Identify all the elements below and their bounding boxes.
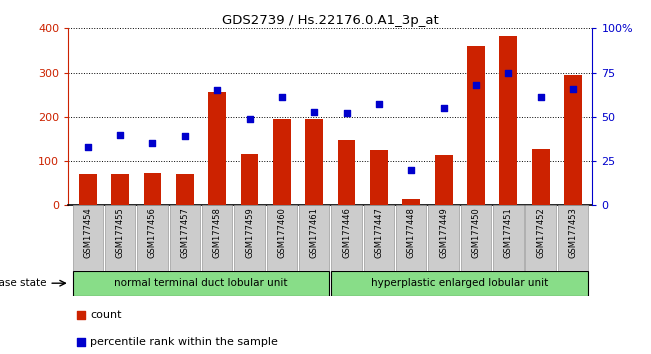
Bar — [493, 205, 523, 271]
Bar — [234, 205, 265, 271]
Bar — [364, 205, 394, 271]
Bar — [79, 175, 96, 205]
Point — [471, 82, 481, 88]
Bar — [267, 205, 297, 271]
Text: GSM177453: GSM177453 — [568, 207, 577, 258]
Text: GSM177447: GSM177447 — [374, 207, 383, 258]
Point — [535, 95, 546, 100]
Bar — [72, 205, 103, 271]
Text: percentile rank within the sample: percentile rank within the sample — [90, 337, 278, 347]
Text: normal terminal duct lobular unit: normal terminal duct lobular unit — [114, 278, 288, 288]
Bar — [137, 205, 168, 271]
Text: count: count — [90, 310, 122, 320]
Bar — [532, 149, 549, 205]
Text: GSM177454: GSM177454 — [83, 207, 92, 258]
Point — [503, 70, 514, 75]
Bar — [564, 75, 582, 205]
Text: GSM177446: GSM177446 — [342, 207, 351, 258]
Point — [147, 141, 158, 146]
Text: disease state: disease state — [0, 278, 46, 288]
Text: hyperplastic enlarged lobular unit: hyperplastic enlarged lobular unit — [371, 278, 548, 288]
Text: GSM177452: GSM177452 — [536, 207, 545, 258]
Text: GSM177448: GSM177448 — [407, 207, 416, 258]
Bar — [499, 36, 517, 205]
Text: GSM177450: GSM177450 — [471, 207, 480, 258]
Point — [83, 144, 93, 150]
Bar — [105, 205, 135, 271]
Point — [438, 105, 449, 111]
Bar — [202, 205, 232, 271]
Text: GSM177449: GSM177449 — [439, 207, 448, 258]
Bar — [435, 155, 452, 205]
Title: GDS2739 / Hs.22176.0.A1_3p_at: GDS2739 / Hs.22176.0.A1_3p_at — [222, 14, 439, 27]
Bar — [208, 92, 226, 205]
Bar — [467, 46, 485, 205]
Bar — [72, 271, 329, 296]
Bar — [370, 150, 388, 205]
Bar — [241, 154, 258, 205]
Point — [374, 102, 384, 107]
Point — [115, 132, 126, 137]
Point — [212, 87, 223, 93]
Text: GSM177451: GSM177451 — [504, 207, 513, 258]
Text: GSM177461: GSM177461 — [310, 207, 319, 258]
Bar — [273, 119, 291, 205]
Text: GSM177456: GSM177456 — [148, 207, 157, 258]
Text: GSM177460: GSM177460 — [277, 207, 286, 258]
Point — [341, 110, 352, 116]
Point — [309, 109, 320, 114]
Text: GSM177459: GSM177459 — [245, 207, 254, 258]
Bar — [305, 119, 323, 205]
Text: GSM177457: GSM177457 — [180, 207, 189, 258]
Point — [406, 167, 417, 173]
Bar — [331, 205, 362, 271]
Bar — [170, 205, 200, 271]
Bar — [176, 175, 194, 205]
Bar — [402, 199, 420, 205]
Bar — [525, 205, 556, 271]
Bar — [461, 205, 491, 271]
Point — [568, 86, 578, 91]
Bar — [144, 173, 161, 205]
Point — [180, 133, 190, 139]
Point — [244, 116, 255, 121]
Point — [277, 95, 287, 100]
Text: GSM177458: GSM177458 — [213, 207, 221, 258]
Bar — [331, 271, 589, 296]
Bar — [428, 205, 459, 271]
Bar — [299, 205, 329, 271]
Bar — [338, 140, 355, 205]
Point — [444, 210, 454, 215]
Text: GSM177455: GSM177455 — [116, 207, 124, 258]
Bar — [111, 175, 129, 205]
Bar — [396, 205, 426, 271]
Bar — [558, 205, 589, 271]
